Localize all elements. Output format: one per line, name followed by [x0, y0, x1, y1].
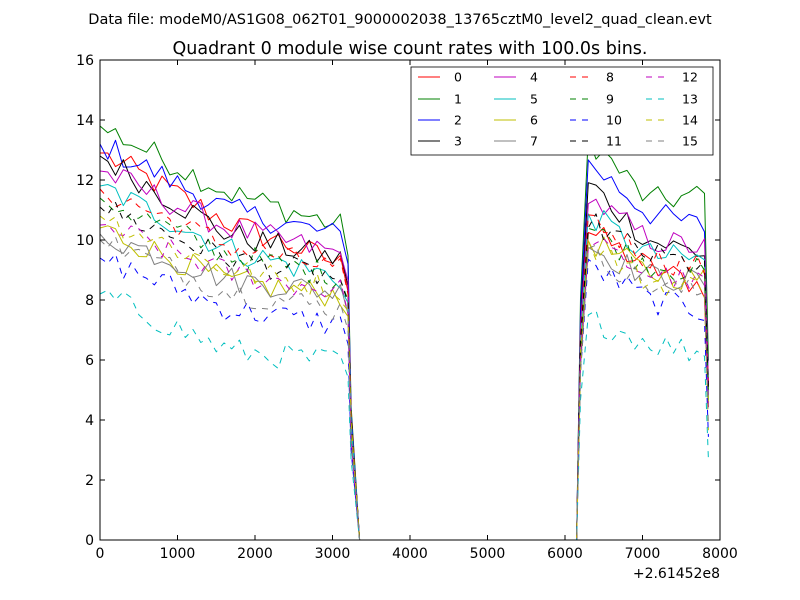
legend-label-10: 10 — [606, 113, 622, 128]
x-tick-label: 3000 — [315, 546, 351, 562]
x-offset-label: +2.61452e8 — [633, 566, 720, 582]
x-tick-label: 5000 — [470, 546, 506, 562]
x-tick-label: 8000 — [702, 546, 738, 562]
legend-label-8: 8 — [606, 70, 614, 85]
legend-label-13: 13 — [682, 92, 698, 107]
legend-label-6: 6 — [530, 113, 538, 128]
legend-label-12: 12 — [682, 70, 698, 85]
tick-layer: 0 1000 2000 3000 4000 5000 6000 7000 80000246810… — [76, 53, 738, 562]
legend-label-14: 14 — [682, 113, 698, 128]
series-layer — [99, 125, 709, 541]
series-line-15 — [99, 236, 709, 541]
legend-label-2: 2 — [454, 113, 462, 128]
y-tick-label: 2 — [85, 473, 94, 489]
legend-label-3: 3 — [454, 134, 462, 149]
suptitle: Data file: modeM0/AS1G08_062T01_90000020… — [88, 12, 712, 28]
series-line-1 — [99, 125, 709, 541]
series-line-3 — [99, 155, 709, 541]
series-line-4 — [99, 169, 709, 541]
chart-title: Quadrant 0 module wise count rates with … — [173, 39, 648, 59]
series-line-5 — [99, 184, 709, 541]
x-tick-label: 1000 — [160, 546, 196, 562]
legend-label-7: 7 — [530, 134, 538, 149]
x-tick-label: 6000 — [547, 546, 583, 562]
legend-label-0: 0 — [454, 70, 462, 85]
y-tick-label: 4 — [85, 413, 94, 429]
series-line-8 — [99, 188, 709, 541]
legend-label-9: 9 — [606, 92, 614, 107]
series-line-7 — [99, 233, 709, 541]
legend-label-5: 5 — [530, 92, 538, 107]
x-tick-label: 0 — [96, 546, 105, 562]
y-tick-label: 12 — [76, 173, 94, 189]
y-tick-label: 6 — [85, 353, 94, 369]
x-tick-label: 4000 — [392, 546, 428, 562]
legend-label-4: 4 — [530, 70, 538, 85]
legend-label-11: 11 — [606, 134, 622, 149]
series-line-9 — [99, 197, 709, 541]
series-line-13 — [99, 289, 709, 541]
series-line-11 — [99, 202, 709, 541]
legend-label-15: 15 — [682, 134, 698, 149]
x-tick-label: 7000 — [625, 546, 661, 562]
x-tick-label: 2000 — [237, 546, 273, 562]
y-tick-label: 14 — [76, 113, 94, 129]
legend-label-1: 1 — [454, 92, 462, 107]
series-line-14 — [99, 215, 709, 541]
y-tick-label: 10 — [76, 233, 94, 249]
y-tick-label: 8 — [85, 293, 94, 309]
y-tick-label: 16 — [76, 53, 94, 69]
series-line-2 — [99, 139, 709, 541]
y-tick-label: 0 — [85, 533, 94, 549]
legend-frame — [410, 66, 714, 156]
